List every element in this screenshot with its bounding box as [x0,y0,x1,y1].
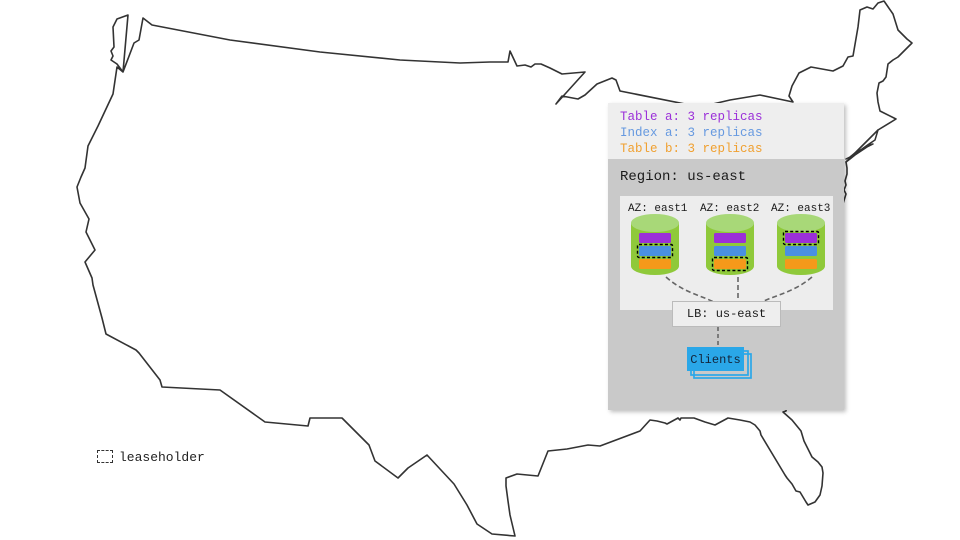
svg-text:Clients: Clients [690,353,740,367]
